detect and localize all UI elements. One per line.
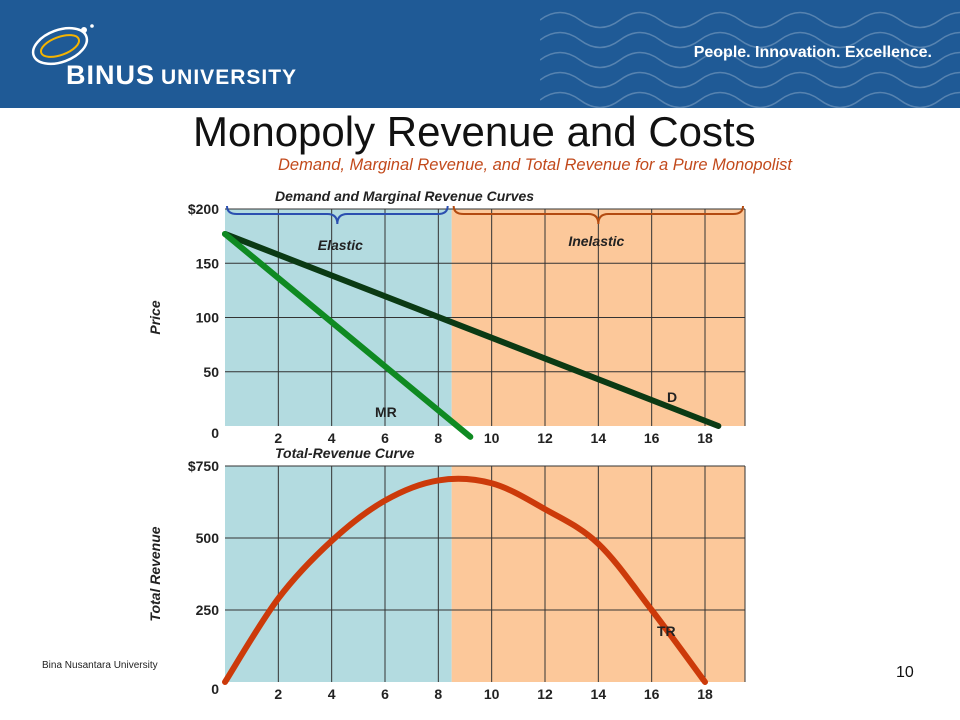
y-tick-label-revenue: $750 [188, 458, 219, 474]
y-tick-label-revenue: 250 [196, 602, 220, 618]
chart-title-demand: Demand and Marginal Revenue Curves [275, 188, 534, 204]
inelastic-brace [452, 205, 744, 225]
slide-subtitle: Demand, Marginal Revenue, and Total Reve… [278, 156, 792, 174]
tr-series-label: TR [657, 623, 676, 639]
y-axis-label-revenue: Total Revenue [147, 526, 163, 621]
y-tick-label-demand: 50 [203, 364, 219, 380]
x-tick-label-revenue: 18 [697, 686, 713, 702]
x-tick-label-revenue: 16 [644, 686, 660, 702]
slide-title: Monopoly Revenue and Costs [193, 108, 756, 155]
x-tick-label-demand: 6 [381, 430, 389, 446]
mr-series-label: MR [375, 404, 397, 420]
x-tick-label-demand: 2 [274, 430, 282, 446]
x-tick-label-revenue: 6 [381, 686, 389, 702]
x-tick-label-demand: 12 [537, 430, 553, 446]
inelastic-label: Inelastic [568, 233, 624, 249]
page-number: 10 [896, 664, 914, 681]
footer-text: Bina Nusantara University [42, 660, 158, 671]
y-axis-label-demand: Price [147, 300, 163, 334]
x-tick-label-revenue: 14 [591, 686, 607, 702]
x-tick-label-revenue: 10 [484, 686, 500, 702]
gridlines-revenue [225, 465, 746, 682]
x-tick-label-demand: 18 [697, 430, 713, 446]
marginal-revenue-line [222, 230, 474, 440]
wave-pattern [540, 11, 960, 108]
y-tick-label-demand: 0 [211, 425, 219, 441]
header-banner: BINUS UNIVERSITY People. Innovation. Exce… [0, 0, 960, 108]
demand-series-label: D [667, 389, 677, 405]
x-tick-label-demand: 14 [591, 430, 607, 446]
brand-name: BINUS UNIVERSITY [66, 60, 298, 90]
y-tick-label-revenue: 500 [196, 530, 220, 546]
elastic-region-revenue [225, 466, 452, 682]
total-revenue-curve [222, 475, 708, 685]
y-tick-label-demand: $200 [188, 201, 219, 217]
y-tick-label-demand: 150 [196, 255, 220, 271]
x-tick-label-demand: 10 [484, 430, 500, 446]
tagline: People. Innovation. Excellence. [693, 44, 932, 61]
gridlines-demand [225, 208, 746, 426]
y-tick-label-demand: 100 [196, 310, 220, 326]
x-tick-label-demand: 8 [434, 430, 442, 446]
binus-logo-icon [31, 24, 94, 66]
x-tick-label-demand: 4 [328, 430, 336, 446]
chart-title-revenue: Total-Revenue Curve [275, 445, 415, 461]
elastic-label: Elastic [318, 237, 363, 253]
x-tick-label-revenue: 8 [434, 686, 442, 702]
x-tick-label-revenue: 2 [274, 686, 282, 702]
x-tick-label-revenue: 12 [537, 686, 553, 702]
x-tick-label-demand: 16 [644, 430, 660, 446]
x-tick-label-revenue: 4 [328, 686, 336, 702]
demand-line [222, 230, 722, 429]
y-tick-label-revenue: 0 [211, 681, 219, 697]
elastic-brace [226, 205, 449, 225]
